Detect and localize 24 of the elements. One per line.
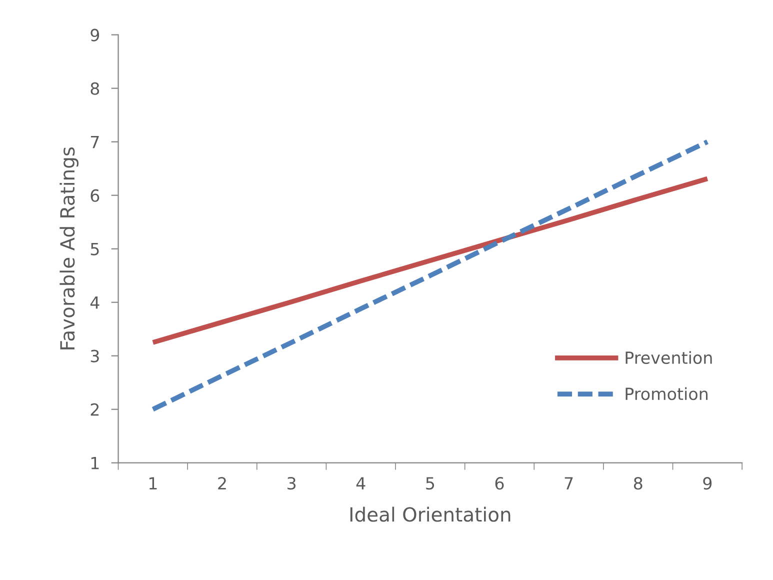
y-tick-label: 5 (90, 243, 99, 256)
x-axis-title: Ideal Orientation (350, 506, 510, 522)
x-tick-label: 5 (426, 477, 434, 490)
y-tick-label: 2 (90, 403, 99, 416)
x-tick-label: 9 (703, 477, 712, 490)
y-tick-label: 7 (90, 136, 99, 148)
x-tick-label: 3 (288, 477, 296, 490)
x-tick-label: 2 (218, 477, 226, 490)
line-series (150, 139, 710, 412)
x-tick-label: 4 (356, 477, 366, 490)
y-tick-label: 4 (90, 296, 100, 309)
x-tick-label: 8 (634, 477, 642, 490)
y-tick-label: 1 (91, 457, 99, 470)
legend-label: Promotion (626, 387, 708, 400)
legend-label: Prevention (626, 351, 712, 364)
y-tick-label: 6 (90, 189, 100, 202)
y-axis-title: Favorable Ad Ratings (60, 147, 78, 350)
y-tick-label: 9 (90, 28, 100, 42)
x-tick-label: 6 (495, 477, 504, 490)
line-series (150, 176, 710, 345)
y-tick-label: 3 (90, 350, 99, 362)
y-tick-label: 8 (90, 82, 100, 95)
x-tick-label: 7 (564, 477, 573, 490)
x-tick-label: 1 (149, 477, 157, 490)
